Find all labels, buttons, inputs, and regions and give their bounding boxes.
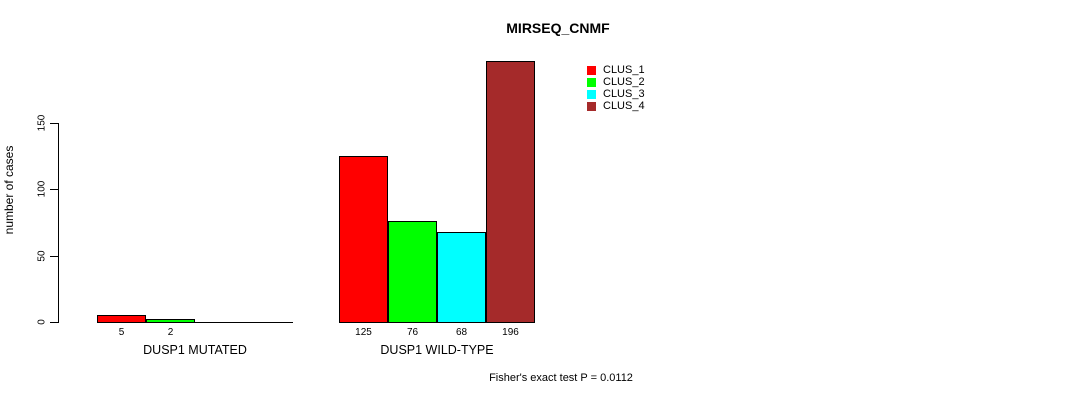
legend: CLUS_1 CLUS_2 CLUS_3 CLUS_4 xyxy=(587,64,645,112)
bar-clus_1-group2 xyxy=(339,156,388,323)
y-tick-label: 50 xyxy=(36,249,48,262)
legend-label: CLUS_1 xyxy=(603,64,645,76)
chart-title: MIRSEQ_CNMF xyxy=(506,20,610,36)
bar-value-label: 125 xyxy=(355,327,372,338)
legend-item: CLUS_3 xyxy=(587,88,645,100)
bar-clus_3-group2 xyxy=(437,232,486,323)
bar-value-label: 5 xyxy=(118,327,125,338)
bar-clus_2-group1 xyxy=(146,319,195,323)
legend-swatch-clus_4 xyxy=(587,101,596,111)
y-tick-label: 100 xyxy=(36,180,48,198)
y-tick-label: 0 xyxy=(36,319,48,325)
y-tick-mark xyxy=(50,255,58,257)
legend-swatch-clus_3 xyxy=(587,89,596,99)
x-group-label: DUSP1 MUTATED xyxy=(143,343,247,357)
y-tick-mark xyxy=(50,189,58,190)
bar-value-label: 68 xyxy=(455,327,468,338)
bar-value-label: 2 xyxy=(167,327,174,338)
y-axis-line xyxy=(58,122,59,323)
fisher-test-annotation: Fisher's exact test P = 0.0112 xyxy=(489,372,633,384)
legend-item: CLUS_4 xyxy=(587,100,645,112)
bar-value-label: 196 xyxy=(502,327,519,338)
legend-label: CLUS_3 xyxy=(603,88,645,100)
y-tick-mark xyxy=(50,122,58,124)
group-baseline xyxy=(97,322,293,323)
y-tick-mark xyxy=(50,322,58,323)
bar-clus_1-group1 xyxy=(97,315,146,323)
x-group-label: DUSP1 WILD-TYPE xyxy=(380,343,494,357)
legend-swatch-clus_1 xyxy=(587,65,596,75)
bar-clus_2-group2 xyxy=(388,221,437,323)
legend-label: CLUS_4 xyxy=(603,100,645,112)
legend-item: CLUS_2 xyxy=(587,76,645,88)
legend-item: CLUS_1 xyxy=(587,64,645,76)
legend-swatch-clus_2 xyxy=(587,77,596,87)
bar-value-label: 76 xyxy=(406,327,419,338)
y-axis-label: number of cases xyxy=(2,145,16,235)
bar-clus_4-group2 xyxy=(486,61,535,323)
legend-label: CLUS_2 xyxy=(603,76,645,88)
y-tick-label: 150 xyxy=(36,114,48,131)
